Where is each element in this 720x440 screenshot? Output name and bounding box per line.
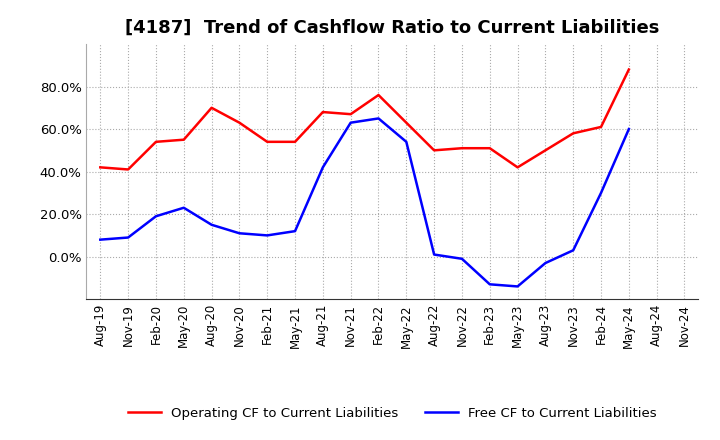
Free CF to Current Liabilities — [291, 228, 300, 234]
Operating CF to Current Liabilities — [569, 131, 577, 136]
Free CF to Current Liabilities — [263, 233, 271, 238]
Legend: Operating CF to Current Liabilities, Free CF to Current Liabilities: Operating CF to Current Liabilities, Fre… — [122, 402, 662, 425]
Operating CF to Current Liabilities — [513, 165, 522, 170]
Operating CF to Current Liabilities — [402, 120, 410, 125]
Free CF to Current Liabilities — [569, 248, 577, 253]
Free CF to Current Liabilities — [152, 214, 161, 219]
Free CF to Current Liabilities — [318, 165, 327, 170]
Operating CF to Current Liabilities — [541, 148, 550, 153]
Operating CF to Current Liabilities — [597, 124, 606, 129]
Operating CF to Current Liabilities — [291, 139, 300, 144]
Line: Free CF to Current Liabilities: Free CF to Current Liabilities — [100, 118, 629, 286]
Free CF to Current Liabilities — [207, 222, 216, 227]
Operating CF to Current Liabilities — [96, 165, 104, 170]
Line: Operating CF to Current Liabilities: Operating CF to Current Liabilities — [100, 70, 629, 169]
Operating CF to Current Liabilities — [207, 105, 216, 110]
Operating CF to Current Liabilities — [458, 146, 467, 151]
Free CF to Current Liabilities — [541, 260, 550, 266]
Operating CF to Current Liabilities — [152, 139, 161, 144]
Operating CF to Current Liabilities — [318, 110, 327, 115]
Operating CF to Current Liabilities — [346, 111, 355, 117]
Free CF to Current Liabilities — [179, 205, 188, 210]
Operating CF to Current Liabilities — [374, 92, 383, 98]
Title: [4187]  Trend of Cashflow Ratio to Current Liabilities: [4187] Trend of Cashflow Ratio to Curren… — [125, 19, 660, 37]
Operating CF to Current Liabilities — [124, 167, 132, 172]
Operating CF to Current Liabilities — [235, 120, 243, 125]
Free CF to Current Liabilities — [430, 252, 438, 257]
Operating CF to Current Liabilities — [179, 137, 188, 142]
Free CF to Current Liabilities — [346, 120, 355, 125]
Free CF to Current Liabilities — [124, 235, 132, 240]
Operating CF to Current Liabilities — [624, 67, 633, 72]
Free CF to Current Liabilities — [402, 139, 410, 144]
Operating CF to Current Liabilities — [430, 148, 438, 153]
Operating CF to Current Liabilities — [263, 139, 271, 144]
Operating CF to Current Liabilities — [485, 146, 494, 151]
Free CF to Current Liabilities — [458, 256, 467, 261]
Free CF to Current Liabilities — [235, 231, 243, 236]
Free CF to Current Liabilities — [96, 237, 104, 242]
Free CF to Current Liabilities — [374, 116, 383, 121]
Free CF to Current Liabilities — [513, 284, 522, 289]
Free CF to Current Liabilities — [485, 282, 494, 287]
Free CF to Current Liabilities — [597, 190, 606, 195]
Free CF to Current Liabilities — [624, 126, 633, 132]
